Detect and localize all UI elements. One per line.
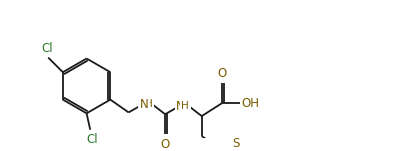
Text: Cl: Cl	[86, 133, 98, 146]
Text: O: O	[217, 66, 226, 80]
Text: N: N	[140, 98, 148, 111]
Text: S: S	[232, 137, 239, 150]
Text: H: H	[145, 99, 152, 109]
Text: N: N	[176, 100, 185, 112]
Text: OH: OH	[241, 97, 259, 110]
Text: O: O	[160, 138, 170, 151]
Text: Cl: Cl	[41, 42, 53, 55]
Text: H: H	[181, 101, 189, 111]
